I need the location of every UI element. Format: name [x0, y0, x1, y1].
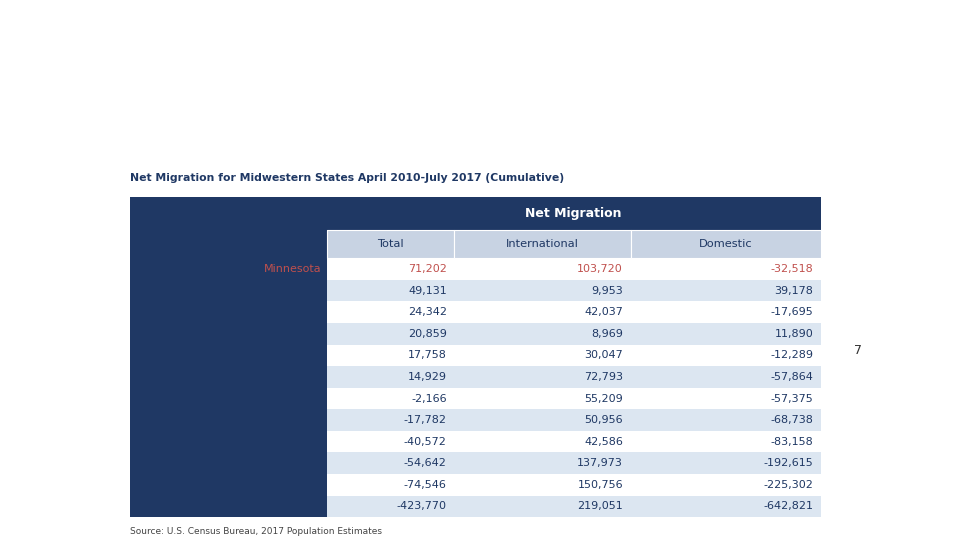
Text: -83,158: -83,158	[770, 437, 813, 447]
Bar	[130, 280, 821, 301]
Text: 9,953: 9,953	[591, 286, 623, 295]
Bar	[130, 409, 326, 431]
Text: Iowa: Iowa	[296, 307, 322, 317]
Text: -68,738: -68,738	[770, 415, 813, 425]
Text: 8,969: 8,969	[591, 329, 623, 339]
Text: Kansas: Kansas	[282, 437, 322, 447]
Text: 71,202: 71,202	[408, 264, 446, 274]
Text: Net Migration for Midwestern States April 2010-July 2017 (Cumulative): Net Migration for Midwestern States Apri…	[130, 173, 564, 184]
Text: -423,770: -423,770	[396, 501, 446, 511]
Bar	[130, 280, 326, 301]
Text: 103,720: 103,720	[577, 264, 623, 274]
Bar	[130, 366, 326, 388]
Text: Wisconsin: Wisconsin	[266, 415, 322, 425]
Bar	[326, 230, 454, 258]
Bar	[326, 197, 821, 230]
Text: -54,642: -54,642	[404, 458, 446, 468]
Bar	[454, 230, 631, 258]
Text: 49,131: 49,131	[408, 286, 446, 295]
Text: Michigan: Michigan	[272, 480, 322, 490]
Text: 55,209: 55,209	[585, 394, 623, 403]
Bar	[130, 258, 326, 280]
Text: -17,695: -17,695	[770, 307, 813, 317]
Text: Minnesota: Minnesota	[264, 264, 322, 274]
Text: Total: Total	[377, 239, 404, 249]
Text: Midwestern states tend to lose residents to other states on: Midwestern states tend to lose residents…	[161, 41, 799, 61]
Text: -57,864: -57,864	[770, 372, 813, 382]
Text: 20,859: 20,859	[408, 329, 446, 339]
Bar	[130, 453, 326, 474]
Text: 24,342: 24,342	[408, 307, 446, 317]
Bar	[130, 496, 326, 517]
Text: -17,782: -17,782	[404, 415, 446, 425]
Text: -12,289: -12,289	[770, 350, 813, 360]
Text: 17,758: 17,758	[408, 350, 446, 360]
Bar	[130, 301, 326, 323]
Text: 72,793: 72,793	[584, 372, 623, 382]
Bar	[130, 258, 821, 280]
Text: 14,929: 14,929	[408, 372, 446, 382]
Text: 42,037: 42,037	[585, 307, 623, 317]
Bar	[130, 431, 821, 453]
Text: -225,302: -225,302	[763, 480, 813, 490]
Text: 150,756: 150,756	[577, 480, 623, 490]
Text: 39,178: 39,178	[775, 286, 813, 295]
Text: -32,518: -32,518	[770, 264, 813, 274]
Bar	[130, 431, 326, 453]
Text: Nebraska: Nebraska	[269, 350, 322, 360]
Bar	[130, 197, 326, 230]
Text: Missouri: Missouri	[276, 394, 322, 403]
Bar	[130, 366, 821, 388]
Text: Illinois: Illinois	[286, 501, 322, 511]
Text: South Dakota: South Dakota	[247, 329, 322, 339]
Text: 50,956: 50,956	[585, 415, 623, 425]
Bar	[631, 230, 821, 258]
Text: North Dakota: North Dakota	[248, 286, 322, 295]
Bar	[130, 474, 821, 496]
Bar	[130, 474, 326, 496]
Text: 137,973: 137,973	[577, 458, 623, 468]
Text: 30,047: 30,047	[585, 350, 623, 360]
Text: -57,375: -57,375	[770, 394, 813, 403]
Text: Indiana: Indiana	[280, 372, 322, 382]
Text: -642,821: -642,821	[763, 501, 813, 511]
Text: 7: 7	[854, 345, 862, 357]
Text: 219,051: 219,051	[577, 501, 623, 511]
Bar	[130, 345, 821, 366]
Text: -192,615: -192,615	[763, 458, 813, 468]
Text: 11,890: 11,890	[775, 329, 813, 339]
Bar	[130, 409, 821, 431]
Text: Domestic: Domestic	[699, 239, 753, 249]
Bar	[130, 301, 821, 323]
Bar	[130, 453, 821, 474]
Text: Source: U.S. Census Bureau, 2017 Population Estimates: Source: U.S. Census Bureau, 2017 Populat…	[130, 527, 382, 536]
Text: 42,586: 42,586	[585, 437, 623, 447]
Bar	[130, 345, 326, 366]
Text: net—but gain residents from abroad: net—but gain residents from abroad	[284, 95, 676, 115]
Text: -2,166: -2,166	[411, 394, 446, 403]
Text: Ohio: Ohio	[296, 458, 322, 468]
Bar	[130, 496, 821, 517]
Text: International: International	[506, 239, 579, 249]
Text: -40,572: -40,572	[404, 437, 446, 447]
Bar	[130, 323, 821, 345]
Text: Net Migration: Net Migration	[525, 207, 622, 220]
Bar	[130, 323, 326, 345]
Bar	[130, 230, 326, 258]
Text: -74,546: -74,546	[404, 480, 446, 490]
Bar	[130, 388, 821, 409]
Bar	[130, 388, 326, 409]
